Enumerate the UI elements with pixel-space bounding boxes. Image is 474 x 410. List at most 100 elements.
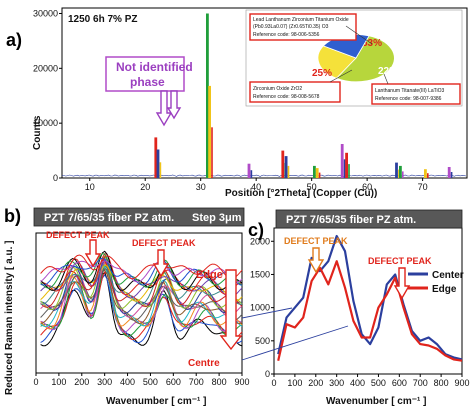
raman-b-x-tick-label: 500	[143, 377, 158, 387]
xrd-x-tick-label: 10	[85, 182, 95, 192]
raman-b-x-tick-label: 300	[97, 377, 112, 387]
raman-c-x-tick-label: 100	[287, 378, 302, 388]
raman-b-step: Step 3μm	[192, 212, 242, 224]
raman-c-x-ticks: 0 100 200 300 400 500 600 700 800 900	[271, 374, 470, 388]
xrd-peak-bar	[345, 152, 348, 178]
legend-center-label: Center	[432, 270, 464, 281]
phase1-leader	[345, 25, 373, 45]
raman-c-banner	[275, 209, 463, 229]
xrd-peak-bar	[343, 159, 346, 178]
raman-b-spectrum-line	[40, 271, 243, 341]
raman-b-x-tick-label: 900	[234, 377, 249, 387]
xrd-chart: 0 10000 20000 30000 10 20 30 40 50 60 70 1250 6h …	[32, 7, 468, 199]
down-arrow-icon	[152, 249, 170, 278]
xrd-peak-bar	[340, 144, 344, 178]
xrd-peak-bar	[159, 162, 162, 178]
xrd-peak-bar	[348, 164, 350, 178]
xrd-peak-bar	[318, 172, 321, 178]
raman-b-spectrum-line	[40, 260, 243, 283]
raman-c-y-ticks: 0 500 1000 1500 2000	[250, 236, 274, 379]
xrd-peak-bar	[287, 165, 290, 178]
xrd-y-tick-label: 0	[53, 173, 58, 183]
raman-c-series-edge	[277, 260, 463, 362]
raman-b-x-tick-label: 200	[74, 377, 89, 387]
raman-c-x-tick-label: 900	[454, 378, 469, 388]
raman-c-x-tick-label: 400	[350, 378, 365, 388]
raman-c-x-tick-label: 500	[371, 378, 386, 388]
raman-c-x-tick-label: 700	[413, 378, 428, 388]
raman-c-defect1-label: DEFECT PEAK	[284, 236, 348, 246]
down-arrow-icon	[84, 239, 102, 268]
xrd-x-tick-label: 60	[362, 182, 372, 192]
raman-c-x-tick-label: 600	[392, 378, 407, 388]
xrd-y-tick-label: 20000	[33, 63, 58, 73]
raman-c-y-tick-label: 1000	[250, 303, 270, 313]
raman-b-defect2-label: DEFECT PEAK	[132, 238, 196, 248]
xrd-ylabel: Counts	[32, 115, 43, 150]
raman-b-defect1-label: DEFECT PEAK	[46, 230, 110, 240]
xrd-peak-bar	[250, 170, 253, 178]
raman-b-x-tick-label: 400	[120, 377, 135, 387]
edge-to-centre-arrow-icon	[219, 269, 243, 351]
xrd-peak-bar	[402, 171, 404, 178]
xrd-peak-bar	[398, 169, 400, 178]
raman-c-y-tick-label: 2000	[250, 236, 270, 246]
raman-b-spectrum-line	[40, 257, 243, 286]
raman-b-spectrum-line	[40, 268, 243, 321]
down-arrow-icon	[393, 267, 411, 300]
xrd-peak-bar	[284, 156, 288, 178]
xrd-peak-bar	[206, 13, 209, 178]
legend-edge-label: Edge	[432, 284, 457, 295]
raman-c-y-tick-label: 0	[265, 369, 270, 379]
raman-b-edge-label: Edge	[196, 269, 223, 281]
pie-slice-label: 53%	[362, 38, 382, 49]
xrd-peak-bar	[211, 127, 213, 178]
phase1-formula: (Pb0.93La0.07) (Zr0.65Ti0.35) O3	[253, 24, 329, 30]
raman-b-xlabel: Wavenumber [ cm⁻¹ ]	[106, 396, 206, 407]
xrd-peak-bar	[247, 163, 251, 178]
raman-c-x-tick-label: 800	[434, 378, 449, 388]
xrd-x-tick-label: 70	[418, 182, 428, 192]
xrd-sample-label: 1250 6h 7% PZ	[68, 14, 137, 25]
xrd-x-tick-label: 30	[196, 182, 206, 192]
raman-b-ylabel: Reduced Raman intensity [ a.u. ]	[4, 241, 15, 395]
xrd-peak-bar	[424, 169, 427, 178]
raman-b-chart: 0 100 200 300 400 500 600 700 800 900 PZT 7/65/35…	[4, 207, 250, 407]
phase-pie-inset: 53% 25% 22% Lead Lanthanum Zirconium Titan…	[245, 9, 463, 107]
raman-b-spectra	[40, 250, 243, 347]
xrd-peak-bar	[427, 173, 429, 178]
raman-c-x-tick-label: 200	[308, 378, 323, 388]
pie-slice-label: 22%	[378, 66, 398, 77]
xrd-peak-bar	[156, 149, 160, 178]
xrd-peak-bar	[399, 165, 402, 178]
raman-b-banner-text: PZT 7/65/35 fiber PZ atm.	[44, 212, 174, 224]
xrd-peak-bar	[315, 168, 319, 178]
raman-b-x-tick-label: 100	[51, 377, 66, 387]
raman-c-spectra	[277, 234, 463, 362]
raman-b-spectrum-line	[40, 265, 243, 328]
down-arrow-icon	[166, 90, 182, 120]
phase2-ref: Reference code: 98-008-5678	[253, 94, 320, 100]
not-identified-box	[105, 56, 185, 92]
raman-b-spectrum-line	[40, 274, 243, 344]
xrd-y-ticks: 0 10000 20000 30000	[33, 8, 62, 183]
raman-b-spectrum-line	[40, 254, 243, 280]
panel-label-a: a)	[6, 30, 22, 50]
pie-slice	[317, 45, 357, 79]
raman-c-y-tick-label: 500	[255, 336, 270, 346]
raman-b-spectrum-line	[40, 264, 243, 305]
raman-b-banner	[33, 207, 245, 227]
xrd-x-tick-label: 20	[140, 182, 150, 192]
phase1-name: Lead Lanthanum Zirconium Titanium Oxide	[253, 17, 349, 23]
xrd-peak-bar	[313, 165, 316, 178]
raman-c-legend: Center Edge	[408, 270, 464, 295]
raman-b-spectrum-line	[40, 264, 243, 302]
panel-label-b: b)	[4, 206, 21, 226]
xrd-peaks	[61, 13, 466, 178]
raman-c-defect2-label: DEFECT PEAK	[368, 256, 432, 266]
phase2-leader	[329, 69, 353, 83]
xrd-x-ticks: 10 20 30 40 50 60 70	[85, 178, 428, 192]
panel-label-c: c)	[248, 220, 264, 240]
pie-slice-label: 25%	[312, 68, 332, 79]
